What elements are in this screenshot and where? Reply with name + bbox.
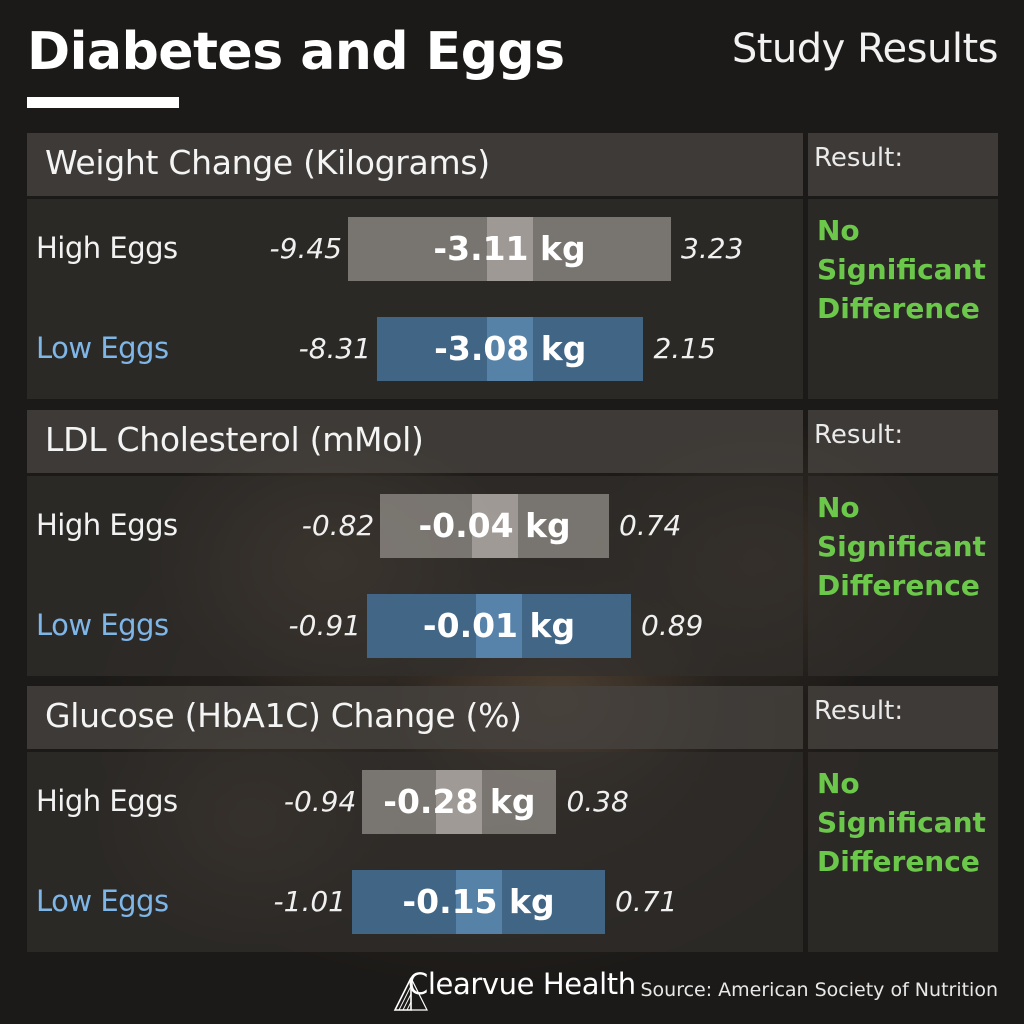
ci-upper-label: 0.38 — [566, 785, 629, 818]
result-body: No Significant Difference — [808, 476, 998, 676]
mean-marker — [486, 217, 533, 281]
series-label: High Eggs — [36, 231, 178, 265]
mean-value-label: -0.04 kg — [418, 506, 571, 545]
confidence-interval-bar: -3.11 kg — [348, 217, 671, 281]
confidence-interval-bar: -0.01 kg — [367, 594, 631, 658]
result-header: Result: — [808, 133, 998, 196]
result-body: No Significant Difference — [808, 752, 998, 952]
chart-panel: Glucose (HbA1C) Change (%) Result: No Sign… — [27, 686, 998, 952]
confidence-interval-bar: -3.08 kg — [377, 317, 644, 381]
chart-title: Weight Change (Kilograms) — [45, 143, 490, 182]
ci-upper-label: 0.89 — [641, 609, 704, 642]
mean-marker — [471, 494, 518, 558]
ci-upper-label: 0.71 — [615, 885, 678, 918]
result-value: No Significant Difference — [817, 767, 986, 878]
series-label: Low Eggs — [36, 331, 169, 365]
page-title: Diabetes and Eggs — [27, 22, 565, 82]
chart-title: Glucose (HbA1C) Change (%) — [45, 696, 522, 735]
ci-upper-label: 3.23 — [681, 232, 744, 265]
mean-marker — [436, 770, 483, 834]
ci-lower-label: -8.31 — [298, 332, 372, 365]
result-label: Result: — [814, 420, 904, 450]
mean-value-label: -0.01 kg — [422, 606, 576, 645]
brand-name: Clearvue Health — [408, 967, 636, 1001]
series-label: High Eggs — [36, 508, 178, 542]
book-logo-icon — [393, 977, 428, 1011]
panel-header: LDL Cholesterol (mMol) — [27, 410, 803, 473]
series-label: Low Eggs — [36, 884, 169, 918]
confidence-interval-bar: -0.15 kg — [352, 870, 605, 934]
chart-title: LDL Cholesterol (mMol) — [45, 420, 424, 459]
result-body: No Significant Difference — [808, 199, 998, 399]
result-label: Result: — [814, 143, 904, 173]
mean-value-label: -0.28 kg — [383, 782, 536, 821]
ci-lower-label: -0.94 — [283, 785, 357, 818]
mean-value-label: -3.08 kg — [434, 329, 587, 368]
ci-lower-label: -9.45 — [269, 232, 342, 265]
mean-marker — [455, 870, 502, 934]
series-label: High Eggs — [36, 784, 178, 818]
panel-header: Weight Change (Kilograms) — [27, 133, 803, 196]
ci-lower-label: -1.01 — [273, 885, 346, 918]
confidence-interval-bar: -0.28 kg — [362, 770, 557, 834]
confidence-interval-bar: -0.04 kg — [380, 494, 609, 558]
page-subtitle: Study Results — [731, 26, 999, 72]
ci-upper-label: 2.15 — [653, 332, 716, 365]
result-value: No Significant Difference — [817, 214, 986, 325]
series-label: Low Eggs — [36, 608, 169, 642]
ci-lower-label: -0.91 — [288, 609, 361, 642]
source-credit: Source: American Society of Nutrition — [640, 979, 998, 1001]
title-underline — [27, 97, 179, 108]
chart-panel: LDL Cholesterol (mMol) Result: No Signific… — [27, 410, 998, 676]
panel-header: Glucose (HbA1C) Change (%) — [27, 686, 803, 749]
ci-lower-label: -0.82 — [301, 509, 375, 542]
result-value: No Significant Difference — [817, 491, 986, 602]
mean-value-label: -0.15 kg — [402, 882, 555, 921]
mean-marker — [476, 594, 522, 658]
result-header: Result: — [808, 410, 998, 473]
result-label: Result: — [814, 696, 904, 726]
mean-value-label: -3.11 kg — [433, 229, 586, 268]
result-header: Result: — [808, 686, 998, 749]
mean-marker — [487, 317, 534, 381]
chart-panel: Weight Change (Kilograms) Result: No Signi… — [27, 133, 998, 399]
ci-upper-label: 0.74 — [619, 509, 682, 542]
